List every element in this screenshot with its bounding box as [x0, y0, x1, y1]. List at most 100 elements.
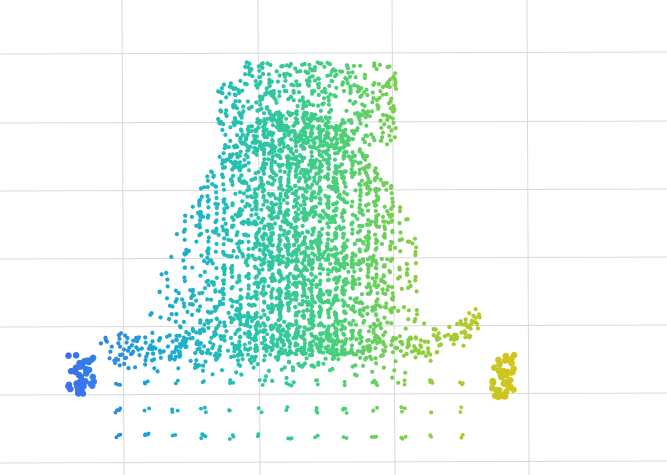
data-point [318, 214, 323, 219]
data-point [287, 360, 292, 365]
data-point [207, 258, 212, 263]
data-point [387, 133, 392, 138]
data-point [284, 218, 289, 223]
data-point [244, 180, 249, 186]
data-point [208, 351, 213, 356]
data-point [265, 116, 270, 121]
data-point [255, 331, 260, 336]
data-point [210, 372, 215, 377]
data-point [330, 253, 335, 258]
data-point [406, 308, 411, 313]
data-point [306, 253, 311, 258]
data-point [309, 271, 314, 276]
data-point [295, 104, 300, 109]
data-point [324, 289, 330, 294]
data-point [370, 276, 375, 281]
data-point [255, 362, 260, 367]
data-point [365, 208, 371, 213]
data-point [300, 293, 305, 298]
data-point [325, 160, 330, 165]
data-point [190, 289, 195, 294]
data-point [257, 143, 262, 148]
data-point [265, 317, 270, 322]
data-point [366, 222, 371, 227]
data-point [246, 331, 252, 336]
data-point [157, 348, 162, 353]
data-point [349, 120, 354, 125]
data-point [206, 205, 211, 210]
data-point [389, 96, 394, 101]
data-point [413, 261, 419, 266]
data-point [174, 312, 179, 317]
data-point [373, 356, 378, 361]
data-point [379, 241, 384, 247]
data-point [321, 350, 326, 355]
data-point [294, 290, 299, 295]
data-point [193, 362, 198, 367]
data-point [296, 329, 301, 334]
data-point [136, 335, 142, 340]
data-point [350, 128, 355, 134]
data-point [400, 436, 405, 441]
data-point [169, 312, 174, 317]
data-point [329, 269, 334, 274]
data-point [349, 221, 354, 226]
data-point [150, 330, 155, 335]
data-point [379, 326, 384, 331]
data-point [400, 409, 404, 414]
data-point [227, 91, 232, 96]
data-point [360, 313, 365, 318]
data-point [366, 191, 371, 196]
data-point [230, 285, 235, 290]
data-point [169, 254, 174, 259]
data-point [294, 264, 299, 269]
data-point [285, 183, 290, 188]
data-point [382, 280, 387, 285]
data-point [355, 230, 361, 235]
data-point [375, 171, 380, 177]
data-point [413, 355, 418, 360]
data-point [205, 309, 210, 314]
data-point [233, 159, 238, 164]
data-point [220, 161, 225, 166]
data-point [191, 328, 196, 333]
data-point [210, 229, 216, 234]
data-point [363, 110, 368, 116]
data-point [316, 255, 321, 260]
data-point [299, 210, 304, 215]
data-point [294, 166, 299, 172]
data-point [358, 63, 363, 68]
data-point [458, 380, 462, 385]
data-point [330, 137, 335, 142]
data-point [301, 194, 306, 199]
data-point [321, 292, 326, 297]
data-point [396, 308, 401, 313]
data-point [325, 130, 330, 135]
data-point [307, 123, 312, 128]
data-point [251, 150, 256, 155]
data-point [235, 144, 240, 149]
data-point [383, 330, 388, 335]
data-point [326, 277, 331, 282]
data-point [217, 352, 222, 357]
data-point [436, 331, 441, 336]
data-point [238, 322, 243, 327]
data-point [362, 90, 367, 95]
data-point [284, 408, 289, 412]
data-point [467, 311, 472, 316]
data-point [325, 328, 330, 333]
data-point [403, 370, 408, 375]
data-point [401, 305, 407, 310]
data-point [280, 327, 286, 332]
data-point [275, 79, 280, 84]
data-point [130, 351, 135, 356]
data-point [282, 169, 287, 175]
data-point [223, 132, 228, 137]
data-point [257, 378, 262, 382]
data-point [213, 249, 218, 254]
data-point [139, 346, 144, 351]
data-point [312, 140, 317, 145]
data-point [265, 244, 270, 249]
data-point [388, 247, 393, 252]
